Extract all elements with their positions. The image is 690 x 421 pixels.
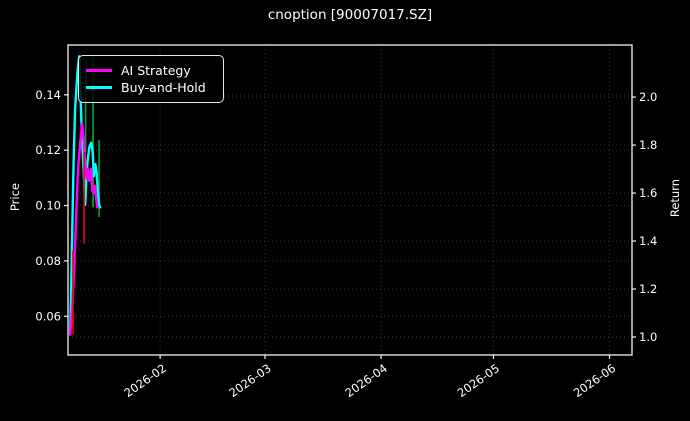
- return-tick-label: 1.8: [639, 138, 657, 152]
- series-line-buy-and-hold: [68, 55, 102, 336]
- return-tick-label: 1.6: [639, 186, 657, 200]
- return-tick-label: 1.4: [639, 234, 657, 248]
- date-tick-label: 2026-06: [571, 361, 618, 400]
- date-tick-label: 2026-03: [226, 361, 273, 400]
- date-tick-label: 2026-05: [455, 361, 502, 400]
- date-tick-label: 2026-02: [121, 361, 168, 400]
- price-tick-label: 0.06: [35, 309, 61, 323]
- price-tick-label: 0.14: [35, 88, 61, 102]
- return-tick-label: 1.0: [639, 330, 657, 344]
- axes-frame: [67, 44, 633, 356]
- return-tick-label: 1.2: [639, 282, 657, 296]
- legend: AI Strategy Buy-and-Hold: [78, 55, 224, 103]
- date-tick-label: 2026-04: [342, 361, 389, 400]
- price-tick-label: 0.12: [35, 143, 61, 157]
- price-tick-label: 0.08: [35, 254, 61, 268]
- return-tick-label: 2.0: [639, 90, 657, 104]
- series-line-ai-strategy: [68, 122, 99, 336]
- y-axis-label-return: Return: [668, 179, 682, 218]
- chart-title: cnoption [90007017.SZ]: [267, 7, 433, 23]
- buy-and-hold-line-swatch: [86, 86, 112, 89]
- legend-item-ai-strategy: AI Strategy: [86, 62, 215, 79]
- price-tick-label: 0.10: [35, 199, 61, 213]
- legend-label-buy-and-hold: Buy-and-Hold: [121, 80, 206, 95]
- y-axis-label-price: Price: [8, 183, 22, 212]
- legend-item-buy-and-hold: Buy-and-Hold: [86, 79, 215, 96]
- legend-label-ai-strategy: AI Strategy: [121, 63, 191, 78]
- ai-strategy-line-swatch: [86, 69, 112, 72]
